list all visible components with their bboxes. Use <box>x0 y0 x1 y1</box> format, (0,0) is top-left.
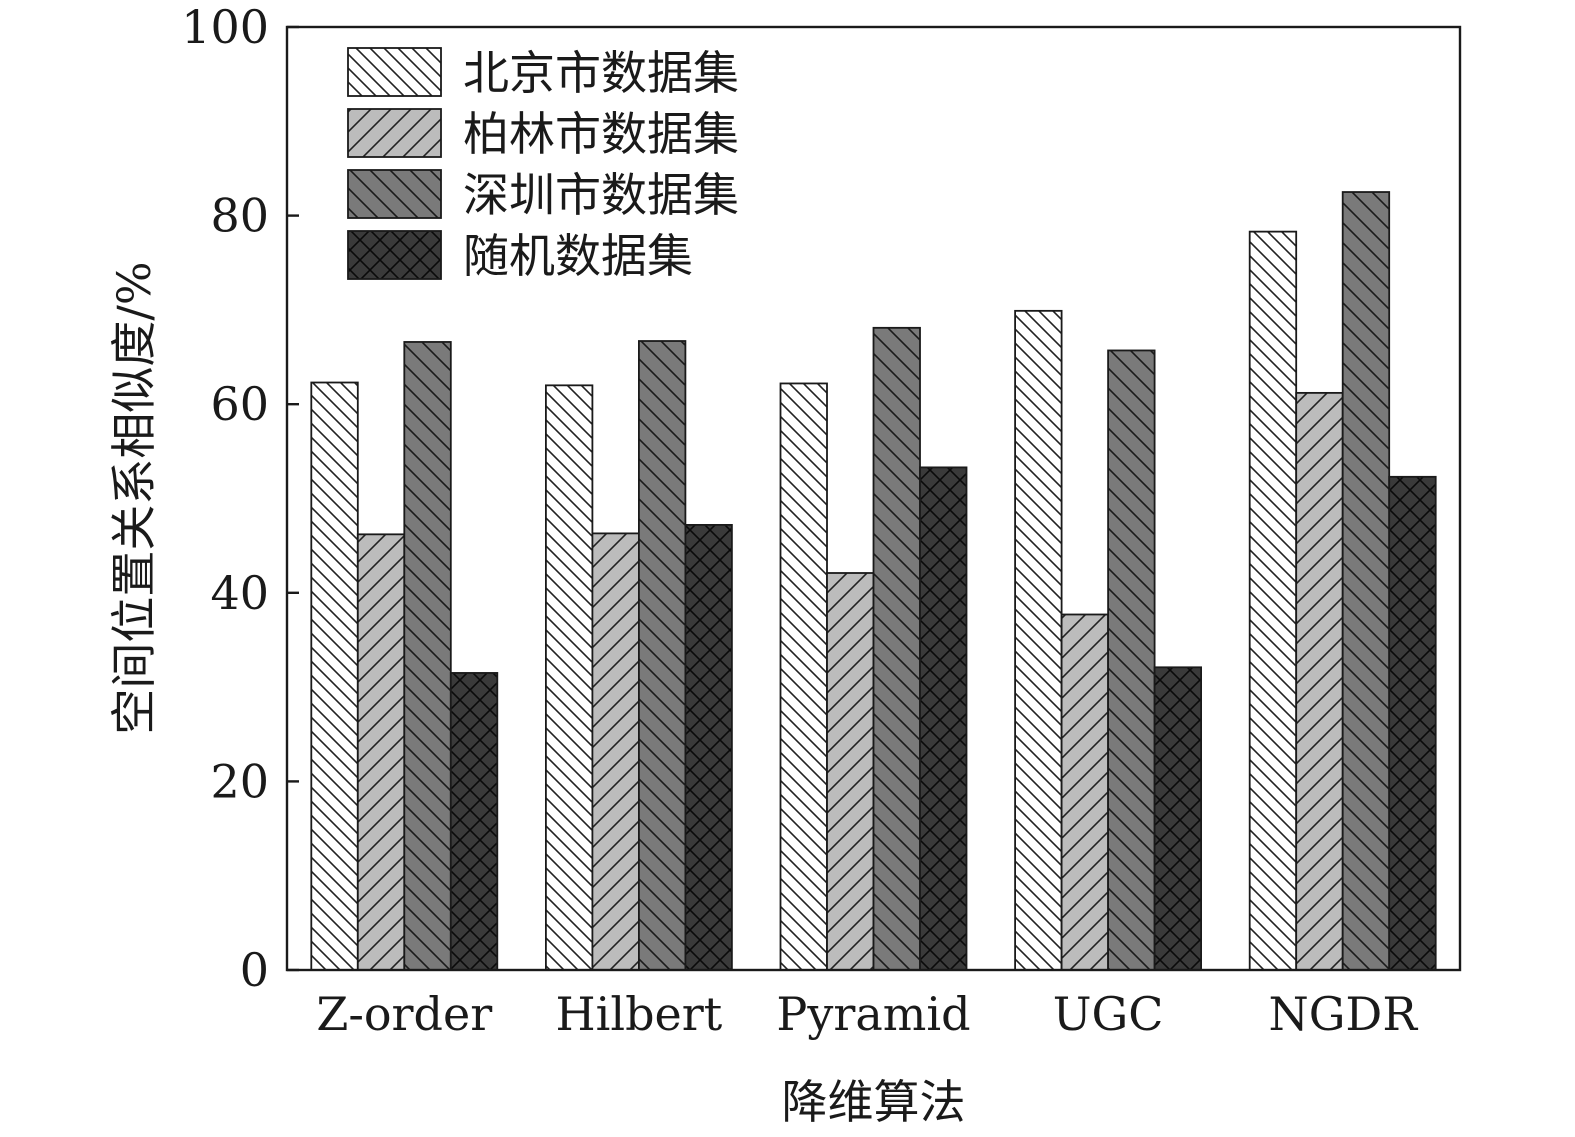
bar-hilbert-series-2 <box>638 340 687 971</box>
bar-ngdr-series-1 <box>1295 391 1344 971</box>
bar-ugc-series-2 <box>1107 349 1156 971</box>
bar-hilbert-series-3 <box>684 524 733 971</box>
x-tick-label: Z-order <box>316 987 492 1041</box>
legend-label-3: 随机数据集 <box>463 229 693 283</box>
x-tick-label: Hilbert <box>556 987 723 1041</box>
y-tick-label: 60 <box>210 377 269 431</box>
bar-ugc-series-1 <box>1060 613 1109 971</box>
y-tick-label: 20 <box>210 754 269 808</box>
bar-z-order-series-2 <box>403 341 452 971</box>
y-axis-title: 空间位置关系相似度/% <box>107 261 161 734</box>
y-tick-label: 40 <box>210 566 269 620</box>
legend-swatch-3 <box>347 230 442 280</box>
legend-swatch-0 <box>347 47 442 97</box>
plot-frame <box>285 25 1462 972</box>
y-tick-label: 100 <box>181 0 269 54</box>
bar-pyramid-series-2 <box>872 326 921 971</box>
x-axis-title: 降维算法 <box>782 1075 966 1129</box>
bar-ngdr-series-3 <box>1388 475 1437 971</box>
bar-pyramid-series-3 <box>919 466 968 971</box>
bar-hilbert-series-1 <box>591 532 640 971</box>
legend-label-1: 柏林市数据集 <box>463 107 739 161</box>
legend-swatch-1 <box>347 108 442 158</box>
bar-ngdr-series-2 <box>1341 191 1391 971</box>
bar-pyramid-series-0 <box>779 382 828 971</box>
y-tick-label: 0 <box>240 943 269 997</box>
bars-group <box>310 191 1437 971</box>
x-tick-label: UGC <box>1053 987 1164 1041</box>
legend-label-2: 深圳市数据集 <box>463 168 739 222</box>
bar-pyramid-series-1 <box>826 572 875 971</box>
bar-z-order-series-1 <box>356 533 406 971</box>
bar-ugc-series-3 <box>1153 666 1202 971</box>
bar-hilbert-series-0 <box>545 384 594 971</box>
bar-ngdr-series-0 <box>1248 230 1298 971</box>
legend-label-0: 北京市数据集 <box>463 46 739 100</box>
x-tick-label: Pyramid <box>776 987 970 1041</box>
legend-swatch-2 <box>347 169 442 219</box>
axes-group: 0 20 40 60 80 100 Z-order Hilbert Pyramid UGC NGDR <box>181 0 1462 1041</box>
bar-z-order-series-0 <box>310 381 359 971</box>
x-tick-label: NGDR <box>1268 987 1418 1041</box>
bar-ugc-series-0 <box>1014 309 1063 971</box>
bar-z-order-series-3 <box>449 672 499 971</box>
y-tick-label: 80 <box>210 189 269 243</box>
